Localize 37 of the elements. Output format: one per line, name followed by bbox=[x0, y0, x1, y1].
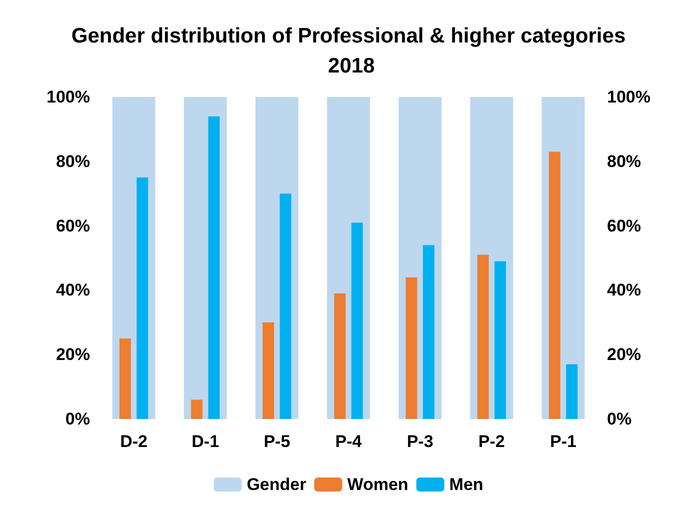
x-tick-label: P-5 bbox=[264, 432, 290, 451]
y-tick-label: 0% bbox=[65, 410, 90, 428]
y-tick-label: 100% bbox=[46, 88, 90, 106]
bar bbox=[406, 277, 418, 419]
bar bbox=[477, 254, 489, 419]
bar bbox=[422, 245, 434, 419]
y2-tick-label: 40% bbox=[607, 280, 642, 300]
x-tick-label: D-2 bbox=[120, 432, 148, 451]
y2-tick-label: 80% bbox=[607, 152, 642, 171]
y-tick-label: 60% bbox=[56, 216, 90, 236]
bar bbox=[280, 194, 292, 419]
y-tick-label: 40% bbox=[56, 280, 90, 300]
legend-label: Men bbox=[449, 475, 484, 494]
x-tick-label: P-1 bbox=[550, 432, 576, 451]
bar bbox=[566, 364, 578, 419]
x-tick-label: P-4 bbox=[335, 432, 362, 451]
bar bbox=[136, 178, 148, 419]
y-tick-label: 80% bbox=[56, 152, 90, 171]
legend-label: Women bbox=[347, 475, 408, 494]
bar bbox=[208, 116, 220, 419]
bar bbox=[494, 261, 506, 419]
bar bbox=[351, 222, 363, 419]
bar bbox=[191, 400, 202, 419]
bar bbox=[334, 293, 346, 419]
y2-tick-label: 100% bbox=[607, 88, 650, 106]
x-tick-label: D-1 bbox=[192, 432, 220, 451]
y-tick-label: 20% bbox=[56, 345, 90, 364]
y2-tick-label: 20% bbox=[607, 345, 642, 364]
x-tick-label: P-2 bbox=[478, 432, 505, 451]
x-tick-label: P-3 bbox=[406, 432, 434, 451]
y2-tick-label: 0% bbox=[607, 410, 632, 428]
bar bbox=[262, 322, 274, 419]
legend-label: Gender bbox=[246, 475, 307, 494]
bar bbox=[548, 152, 560, 419]
y2-tick-label: 60% bbox=[607, 216, 642, 236]
chart-title: Gender distribution of Professional & higher categories 2018 bbox=[71, 24, 626, 78]
bar bbox=[119, 338, 131, 419]
